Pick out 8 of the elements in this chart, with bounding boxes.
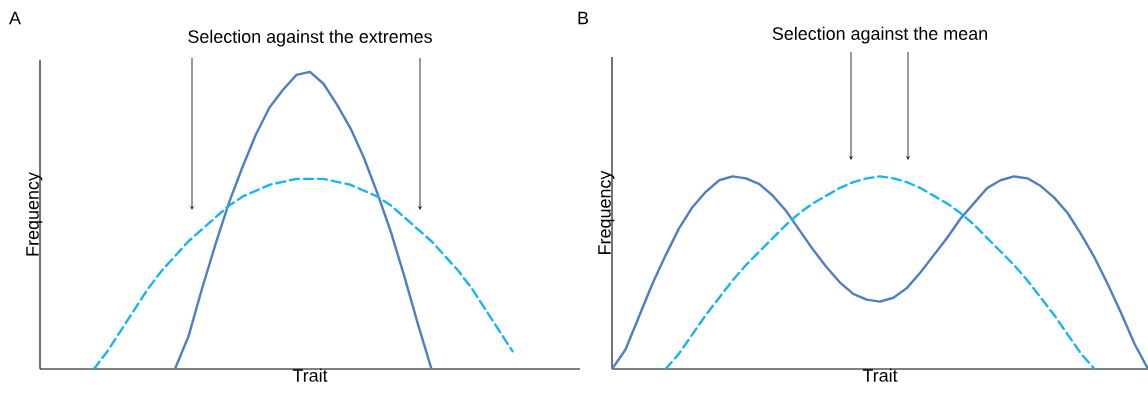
text: B xyxy=(578,11,589,25)
chart-title: Selection against the mean xyxy=(772,26,987,44)
chart-title: Selection against the extremes xyxy=(188,29,432,47)
x-axis-title: Trait xyxy=(292,368,328,382)
y-axis-title: Frequency xyxy=(26,172,43,256)
y-axis-title: Frequency xyxy=(598,170,615,254)
text: A xyxy=(9,11,21,25)
x-axis-title: Trait xyxy=(862,368,898,382)
